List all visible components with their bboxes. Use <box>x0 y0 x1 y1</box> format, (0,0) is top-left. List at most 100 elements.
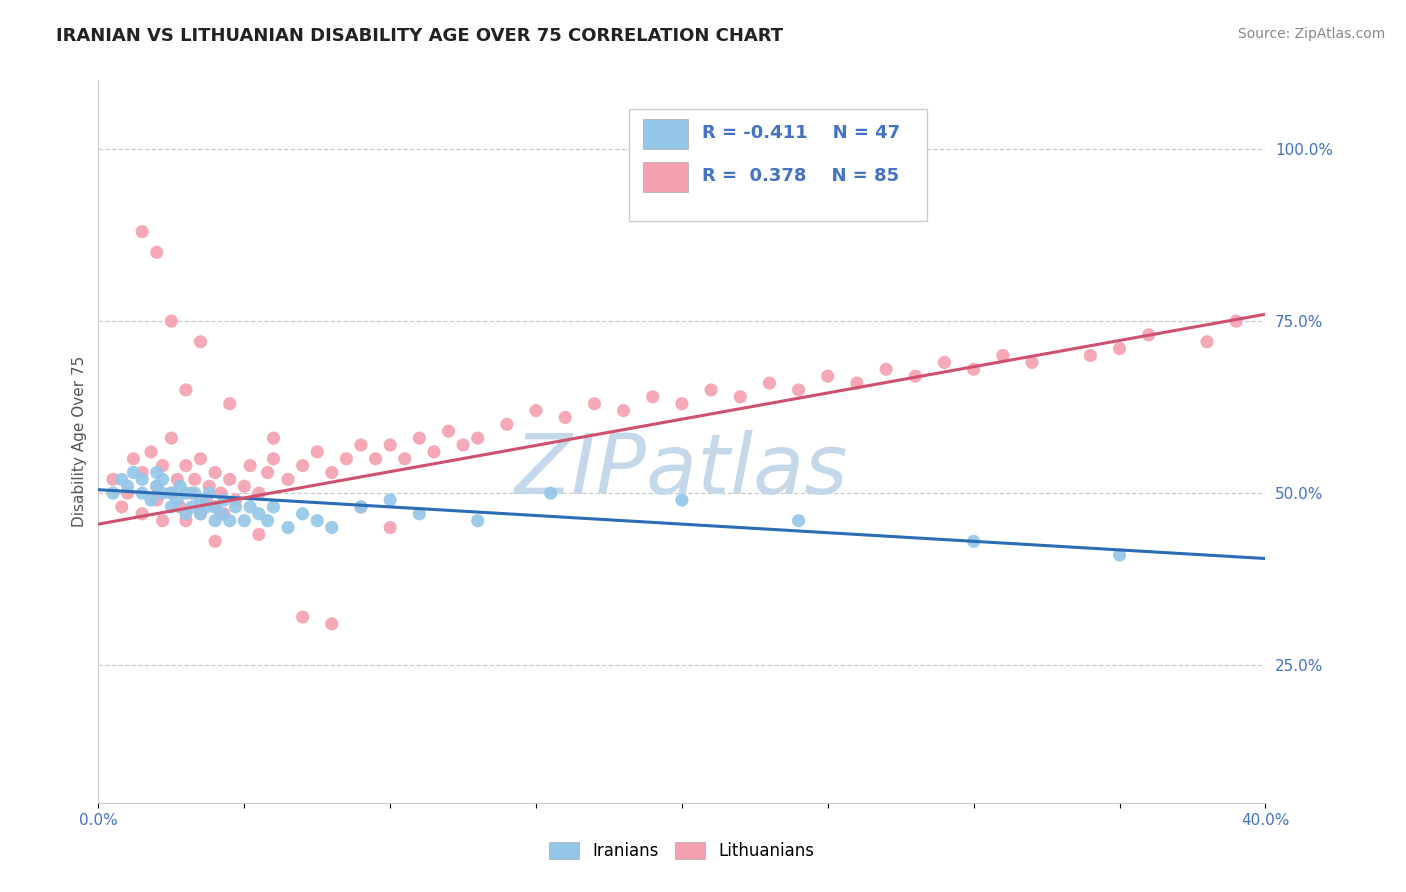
Point <box>350 500 373 514</box>
Point <box>1225 314 1247 328</box>
Point <box>1195 334 1218 349</box>
Legend: Iranians, Lithuanians: Iranians, Lithuanians <box>543 835 821 867</box>
Point <box>180 500 202 514</box>
Point <box>152 514 174 528</box>
Point <box>117 479 139 493</box>
Point <box>467 431 489 445</box>
Point <box>612 403 634 417</box>
Point <box>204 500 226 514</box>
Point <box>160 314 183 328</box>
Point <box>209 507 232 521</box>
Point <box>122 451 145 466</box>
Point <box>225 493 247 508</box>
Point <box>1021 355 1043 369</box>
Point <box>212 493 235 508</box>
Point <box>408 431 430 445</box>
Point <box>233 479 256 493</box>
Point <box>174 458 197 473</box>
Point <box>380 438 402 452</box>
Point <box>291 458 314 473</box>
Point <box>277 520 299 534</box>
Point <box>190 451 212 466</box>
Point <box>209 486 232 500</box>
Point <box>190 507 212 521</box>
Point <box>204 500 226 514</box>
Point <box>467 514 489 528</box>
Point <box>991 349 1014 363</box>
Point <box>160 500 183 514</box>
Point <box>277 472 299 486</box>
FancyBboxPatch shape <box>644 162 688 193</box>
Point <box>247 527 270 541</box>
Point <box>131 507 153 521</box>
Point <box>183 472 205 486</box>
Point <box>218 514 240 528</box>
Point <box>146 493 169 508</box>
Point <box>131 225 153 239</box>
Point <box>204 534 226 549</box>
Point <box>408 507 430 521</box>
FancyBboxPatch shape <box>644 119 688 149</box>
Point <box>437 424 460 438</box>
Text: IRANIAN VS LITHUANIAN DISABILITY AGE OVER 75 CORRELATION CHART: IRANIAN VS LITHUANIAN DISABILITY AGE OVE… <box>56 27 783 45</box>
Point <box>321 616 343 631</box>
Point <box>131 486 153 500</box>
Point <box>1108 548 1130 562</box>
Point <box>139 493 162 508</box>
Point <box>233 514 256 528</box>
Text: ZIPatlas: ZIPatlas <box>515 430 849 511</box>
Point <box>423 445 446 459</box>
Point <box>671 493 693 508</box>
Point <box>256 514 278 528</box>
Point <box>160 486 183 500</box>
Point <box>239 458 262 473</box>
Point <box>540 486 562 500</box>
Point <box>131 466 153 480</box>
Point <box>212 507 235 521</box>
Point <box>583 397 606 411</box>
Point <box>152 458 174 473</box>
Point <box>730 390 752 404</box>
Text: Source: ZipAtlas.com: Source: ZipAtlas.com <box>1237 27 1385 41</box>
Point <box>166 472 188 486</box>
Point <box>451 438 474 452</box>
Text: R =  0.378    N = 85: R = 0.378 N = 85 <box>702 168 898 186</box>
Point <box>190 507 212 521</box>
Point <box>146 479 169 493</box>
Point <box>554 410 576 425</box>
Point <box>817 369 839 384</box>
Point <box>198 479 221 493</box>
Point <box>262 451 284 466</box>
Point <box>101 486 124 500</box>
Point <box>195 493 218 508</box>
Y-axis label: Disability Age Over 75: Disability Age Over 75 <box>72 356 87 527</box>
Point <box>350 500 373 514</box>
Point <box>641 390 664 404</box>
Point <box>256 466 278 480</box>
Point <box>218 472 240 486</box>
Point <box>169 479 191 493</box>
FancyBboxPatch shape <box>630 109 927 221</box>
Point <box>204 514 226 528</box>
Point <box>239 500 262 514</box>
Point <box>111 500 134 514</box>
Point <box>350 438 373 452</box>
Point <box>787 383 810 397</box>
Point <box>204 466 226 480</box>
Point <box>787 514 810 528</box>
Point <box>875 362 897 376</box>
Point <box>394 451 416 466</box>
Point <box>380 520 402 534</box>
Point <box>111 472 134 486</box>
Point <box>496 417 519 432</box>
Point <box>122 466 145 480</box>
Point <box>160 486 183 500</box>
Point <box>364 451 387 466</box>
Point <box>146 479 169 493</box>
Point <box>198 486 221 500</box>
Text: R = -0.411    N = 47: R = -0.411 N = 47 <box>702 124 900 142</box>
Point <box>904 369 927 384</box>
Point <box>225 500 247 514</box>
Point <box>307 445 329 459</box>
Point <box>262 431 284 445</box>
